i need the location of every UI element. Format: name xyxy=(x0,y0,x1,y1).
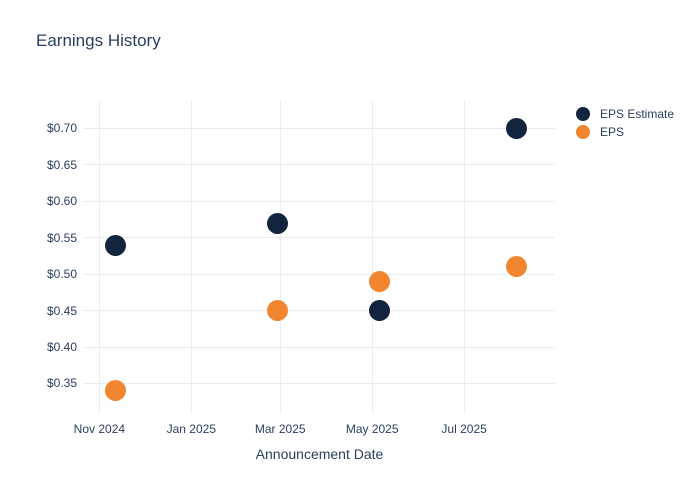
y-gridline xyxy=(84,273,555,275)
legend-label: EPS Estimate xyxy=(600,107,675,121)
x-gridline xyxy=(98,100,100,413)
legend: EPS Estimate EPS xyxy=(576,107,674,139)
x-gridline xyxy=(463,100,465,413)
data-point-eps-2[interactable] xyxy=(369,270,391,292)
y-tick-label: $0.65 xyxy=(46,157,77,172)
data-point-eps-estimate-3[interactable] xyxy=(506,117,528,139)
y-tick-label: $0.45 xyxy=(46,303,77,318)
legend-marker-icon xyxy=(576,107,590,121)
y-gridline xyxy=(84,310,555,312)
legend-item-eps[interactable]: EPS xyxy=(576,125,674,139)
y-tick-label: $0.70 xyxy=(46,121,77,136)
legend-item-eps-estimate[interactable]: EPS Estimate xyxy=(576,107,674,121)
data-point-eps-0[interactable] xyxy=(105,380,127,402)
y-gridline xyxy=(84,127,555,129)
y-gridline xyxy=(84,164,555,166)
x-gridline xyxy=(279,100,281,413)
y-tick-label: $0.40 xyxy=(46,340,77,355)
x-gridline xyxy=(371,100,373,413)
y-tick-label: $0.50 xyxy=(46,267,77,282)
x-tick-label: Nov 2024 xyxy=(73,422,126,436)
x-tick-label: Jan 2025 xyxy=(166,422,217,436)
data-point-eps-estimate-2[interactable] xyxy=(369,300,391,322)
y-gridline xyxy=(84,200,555,202)
chart-title: Earnings History xyxy=(36,31,161,50)
x-axis-title: Announcement Date xyxy=(255,446,384,462)
y-gridline xyxy=(84,382,555,384)
y-gridline xyxy=(84,237,555,239)
legend-marker-icon xyxy=(576,125,590,139)
x-gridline xyxy=(190,100,192,413)
x-tick-label: Mar 2025 xyxy=(254,422,306,436)
data-point-eps-1[interactable] xyxy=(266,300,288,322)
data-point-eps-estimate-0[interactable] xyxy=(105,234,127,256)
plot-area[interactable]: Nov 2024 Jan 2025 Mar 2025 May 2025 Jul 2025… xyxy=(47,100,555,436)
x-tick-label: Jul 2025 xyxy=(441,422,487,436)
y-tick-label: $0.35 xyxy=(46,376,77,391)
data-point-eps-3[interactable] xyxy=(506,256,528,278)
y-tick-label: $0.60 xyxy=(46,194,77,209)
x-tick-label: May 2025 xyxy=(345,422,399,436)
data-point-eps-estimate-1[interactable] xyxy=(266,212,288,234)
y-gridline xyxy=(84,346,555,348)
legend-label: EPS xyxy=(600,125,625,139)
y-tick-label: $0.55 xyxy=(46,230,77,245)
